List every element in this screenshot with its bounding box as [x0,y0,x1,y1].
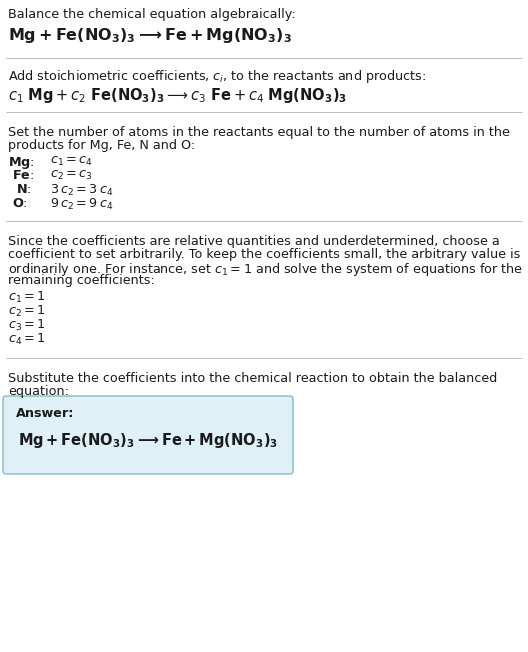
Text: $c_2 = c_3$: $c_2 = c_3$ [50,169,93,182]
Text: Since the coefficients are relative quantities and underdetermined, choose a: Since the coefficients are relative quan… [8,235,499,248]
Text: remaining coefficients:: remaining coefficients: [8,274,155,287]
Text: $\mathbf{Fe}$:: $\mathbf{Fe}$: [12,169,34,182]
Text: $\mathbf{N}$:: $\mathbf{N}$: [16,183,32,196]
Text: products for Mg, Fe, N and O:: products for Mg, Fe, N and O: [8,139,195,152]
Text: Substitute the coefficients into the chemical reaction to obtain the balanced: Substitute the coefficients into the che… [8,372,497,385]
Text: $c_1 = c_4$: $c_1 = c_4$ [50,155,93,168]
FancyBboxPatch shape [3,396,293,474]
Text: $c_1\ \mathbf{Mg} + c_2\ \mathbf{Fe(NO_3)_3} \longrightarrow c_3\ \mathbf{Fe} + : $c_1\ \mathbf{Mg} + c_2\ \mathbf{Fe(NO_3… [8,86,347,105]
Text: $c_4 = 1$: $c_4 = 1$ [8,332,46,347]
Text: equation:: equation: [8,385,69,398]
Text: $\mathbf{Mg + Fe(NO_3)_3 \longrightarrow Fe + Mg(NO_3)_3}$: $\mathbf{Mg + Fe(NO_3)_3 \longrightarrow… [8,26,292,45]
Text: $9\,c_2 = 9\,c_4$: $9\,c_2 = 9\,c_4$ [50,197,113,212]
Text: Add stoichiometric coefficients, $c_i$, to the reactants and products:: Add stoichiometric coefficients, $c_i$, … [8,68,426,85]
Text: Balance the chemical equation algebraically:: Balance the chemical equation algebraica… [8,8,296,21]
Text: Set the number of atoms in the reactants equal to the number of atoms in the: Set the number of atoms in the reactants… [8,126,510,139]
Text: $c_3 = 1$: $c_3 = 1$ [8,318,46,333]
Text: $3\,c_2 = 3\,c_4$: $3\,c_2 = 3\,c_4$ [50,183,113,198]
Text: coefficient to set arbitrarily. To keep the coefficients small, the arbitrary va: coefficient to set arbitrarily. To keep … [8,248,521,261]
Text: $\mathbf{Mg}$:: $\mathbf{Mg}$: [8,155,35,171]
Text: Answer:: Answer: [16,407,74,420]
Text: $\mathbf{Mg + Fe(NO_3)_3 \longrightarrow Fe + Mg(NO_3)_3}$: $\mathbf{Mg + Fe(NO_3)_3 \longrightarrow… [18,432,278,451]
Text: $c_1 = 1$: $c_1 = 1$ [8,290,46,305]
Text: $c_2 = 1$: $c_2 = 1$ [8,304,46,319]
Text: ordinarily one. For instance, set $c_1 = 1$ and solve the system of equations fo: ordinarily one. For instance, set $c_1 =… [8,261,523,278]
Text: $\mathbf{O}$:: $\mathbf{O}$: [12,197,27,210]
